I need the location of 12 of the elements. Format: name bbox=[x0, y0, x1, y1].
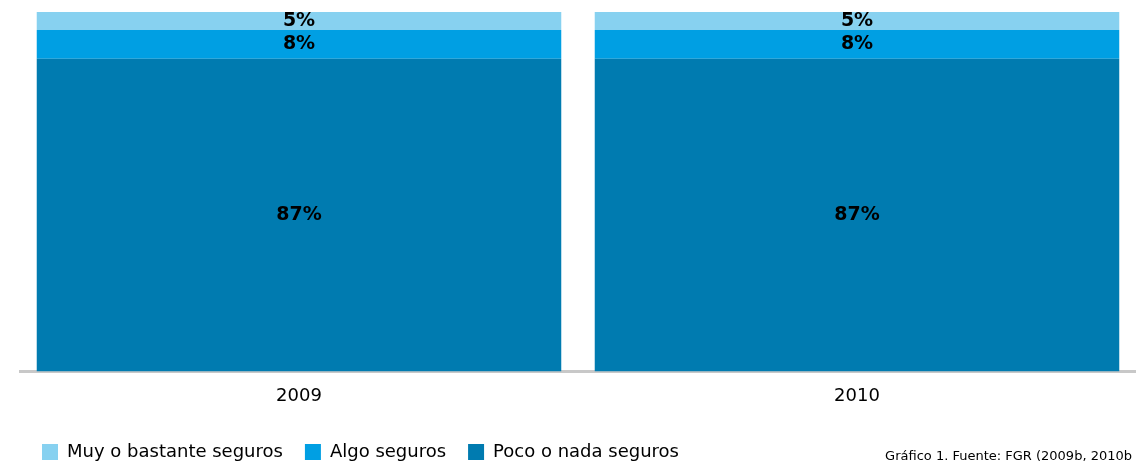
data-label: 8% bbox=[840, 31, 874, 54]
text: Gráfico 1. Fuente: FGR (2009b, 2010b bbox=[885, 448, 1132, 463]
data-label: 5% bbox=[840, 7, 874, 30]
data-label: 5% bbox=[282, 7, 316, 30]
data-label: 8% bbox=[282, 31, 316, 54]
legend-label: Algo seguros bbox=[329, 439, 447, 461]
data-label: 87% bbox=[276, 202, 322, 224]
x-tick-label: 2009 bbox=[276, 383, 322, 405]
legend-label: Poco o nada seguros bbox=[493, 439, 679, 461]
data-label: 87% bbox=[834, 202, 880, 224]
x-tick-label: 2010 bbox=[834, 383, 880, 405]
legend-label: Muy o bastante seguros bbox=[67, 439, 283, 461]
